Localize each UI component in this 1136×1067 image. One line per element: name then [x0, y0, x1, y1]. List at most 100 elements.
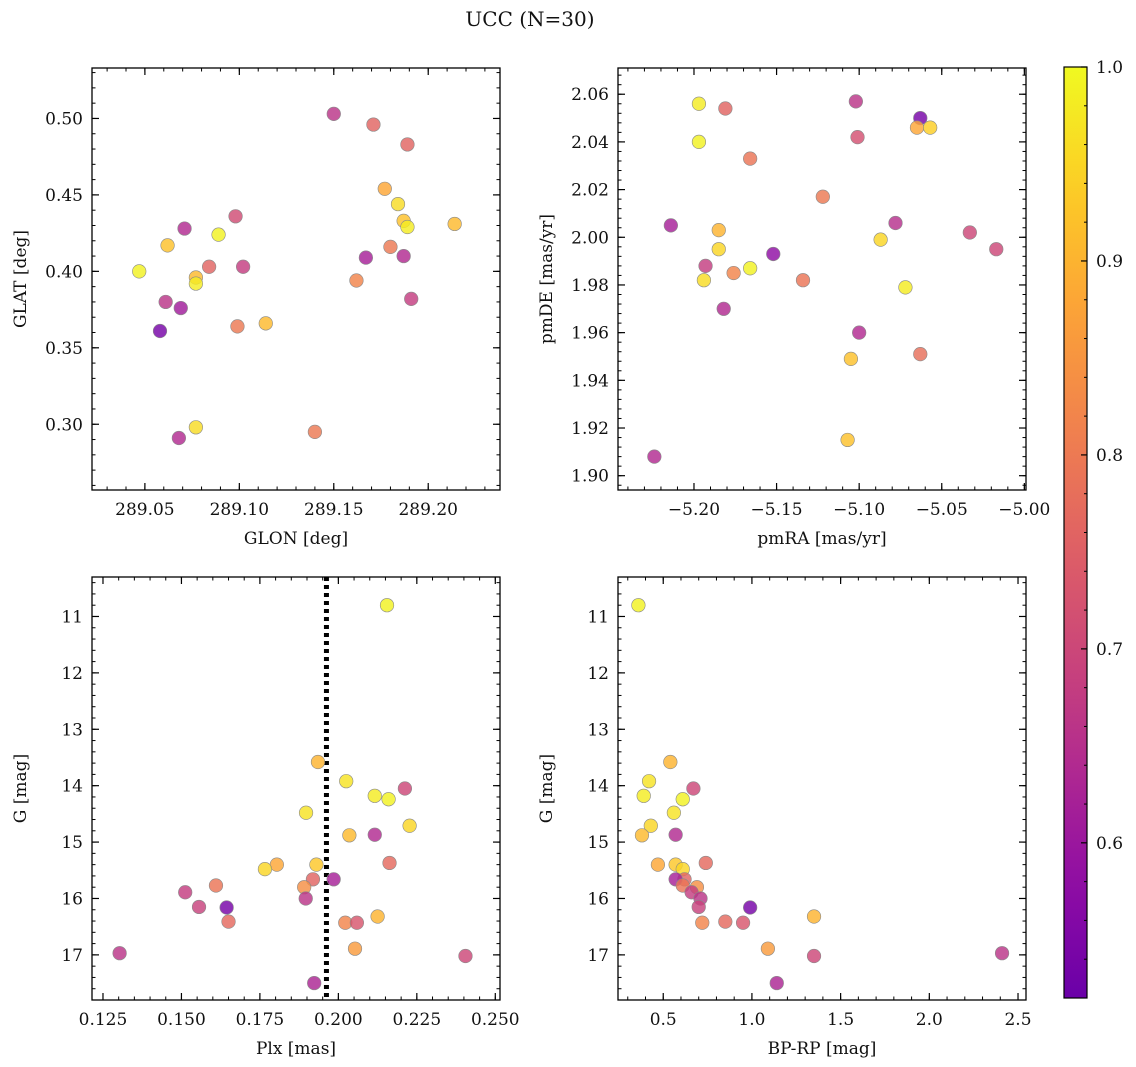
scatter-point — [400, 219, 415, 235]
y-tick-label: 12 — [587, 664, 609, 684]
scatter-point — [349, 273, 364, 288]
colorbar-tick-label: 0.7 — [1096, 640, 1123, 660]
x-tick-label: −5.15 — [751, 500, 803, 520]
y-tick-label: 13 — [587, 720, 609, 740]
scatter-point — [663, 218, 678, 233]
scatter-point — [309, 857, 324, 872]
scatter-point — [691, 96, 707, 111]
colorbar-gradient — [1063, 66, 1088, 999]
y-tick-label: 13 — [61, 720, 83, 740]
colorbar-tick-label: 1.0 — [1096, 58, 1123, 78]
scatter-point — [962, 225, 977, 240]
y-tick-label: 14 — [61, 777, 83, 797]
colorbar: 0.6 0.7 0.8 0.9 1.0 — [1063, 58, 1123, 999]
scatter-point — [298, 891, 313, 906]
scatter-point — [766, 246, 781, 262]
y-tick-label: 1.90 — [571, 467, 609, 487]
x-tick-label: −5.00 — [998, 500, 1050, 520]
plot-frame — [617, 67, 1027, 491]
scatter-point — [666, 805, 681, 820]
x-tick-label: 0.200 — [314, 1010, 363, 1030]
y-tick-label: 1.94 — [571, 371, 609, 391]
scatter-point — [160, 238, 175, 253]
y-tick-label: 0.45 — [45, 186, 83, 206]
y-tick-label: 2.06 — [571, 85, 609, 105]
x-tick-label: 0.150 — [157, 1010, 206, 1030]
scatter-point — [668, 827, 683, 842]
scatter-point — [152, 323, 168, 339]
scatter-point — [347, 941, 363, 956]
scatter-point — [298, 805, 314, 820]
scatter-point — [132, 264, 147, 279]
scatter-point — [349, 915, 364, 930]
x-tick-label: 0.125 — [79, 1010, 128, 1030]
scatter-point — [377, 181, 392, 196]
y-tick-label: 11 — [587, 607, 609, 627]
scatter-point — [188, 420, 203, 435]
scatter-point — [888, 215, 903, 231]
plot-frame — [617, 576, 1027, 1001]
scatter-point — [795, 273, 811, 288]
x-axis-label: BP-RP [mag] — [768, 1039, 877, 1059]
x-axis-label: GLON [deg] — [244, 529, 348, 549]
scatter-point — [631, 598, 646, 613]
scatter-point — [236, 259, 251, 274]
scatter-point — [402, 818, 417, 833]
scatter-point — [691, 134, 707, 150]
scatter-point — [760, 941, 775, 956]
scatter-point — [188, 276, 203, 291]
x-tick-label: −5.10 — [833, 500, 885, 520]
figure-title: UCC (N=30) — [465, 7, 594, 31]
y-tick-label: 0.30 — [45, 415, 83, 435]
scatter-point — [711, 242, 726, 257]
scatter-point — [735, 915, 751, 930]
scatter-point — [326, 872, 341, 887]
scatter-point — [191, 899, 207, 915]
y-tick-label: 1.96 — [571, 324, 609, 344]
scatter-point — [383, 239, 398, 254]
x-tick-label: 0.5 — [650, 1010, 677, 1030]
colorbar-tick-label: 0.9 — [1096, 252, 1123, 272]
scatter-point — [382, 855, 397, 871]
y-tick-label: 12 — [61, 664, 83, 684]
scatter-point — [848, 94, 863, 109]
scatter-point — [404, 291, 419, 306]
x-tick-label: 1.5 — [827, 1010, 854, 1030]
scatter-point — [221, 914, 236, 929]
scatter-point — [230, 319, 245, 334]
scatter-point — [397, 781, 413, 796]
scatter-point — [698, 855, 713, 871]
scatter-point — [850, 130, 865, 145]
x-tick-label: 2.5 — [1004, 1010, 1031, 1030]
scatter-point — [177, 221, 192, 236]
scatter-point — [641, 774, 657, 789]
scatter-point — [307, 424, 322, 439]
scatter-point — [650, 857, 666, 872]
scatter-point — [367, 827, 382, 842]
scatter-point — [994, 946, 1010, 961]
panel-4: 0.5 1.0 1.5 2.0 2.5 11 12 13 14 15 16 17 BP-RP [mag]… — [537, 576, 1032, 1059]
scatter-point — [663, 754, 678, 770]
x-axis-label: Plx [mas] — [256, 1039, 336, 1059]
scatter-point — [806, 909, 822, 924]
x-tick-label: 289.15 — [304, 500, 363, 520]
y-tick-label: 15 — [587, 833, 609, 853]
scatter-point — [806, 948, 822, 964]
scatter-point — [743, 151, 758, 166]
y-tick-label: 0.50 — [45, 109, 83, 129]
scatter-point — [743, 261, 758, 276]
scatter-point — [686, 781, 701, 796]
scatter-point — [815, 189, 830, 204]
scatter-point — [307, 975, 322, 991]
y-axis-label: pmDE [mas/yr] — [537, 214, 557, 344]
y-tick-label: 17 — [61, 946, 83, 966]
scatter-point — [698, 258, 713, 273]
y-tick-label: 17 — [587, 946, 609, 966]
y-tick-label: 2.02 — [571, 181, 609, 201]
y-tick-label: 1.92 — [571, 419, 609, 439]
scatter-point — [913, 347, 928, 362]
y-tick-label: 0.40 — [45, 262, 83, 282]
colorbar-tick-label: 0.6 — [1096, 834, 1123, 854]
y-tick-label: 15 — [61, 833, 83, 853]
scatter-point — [367, 788, 382, 803]
